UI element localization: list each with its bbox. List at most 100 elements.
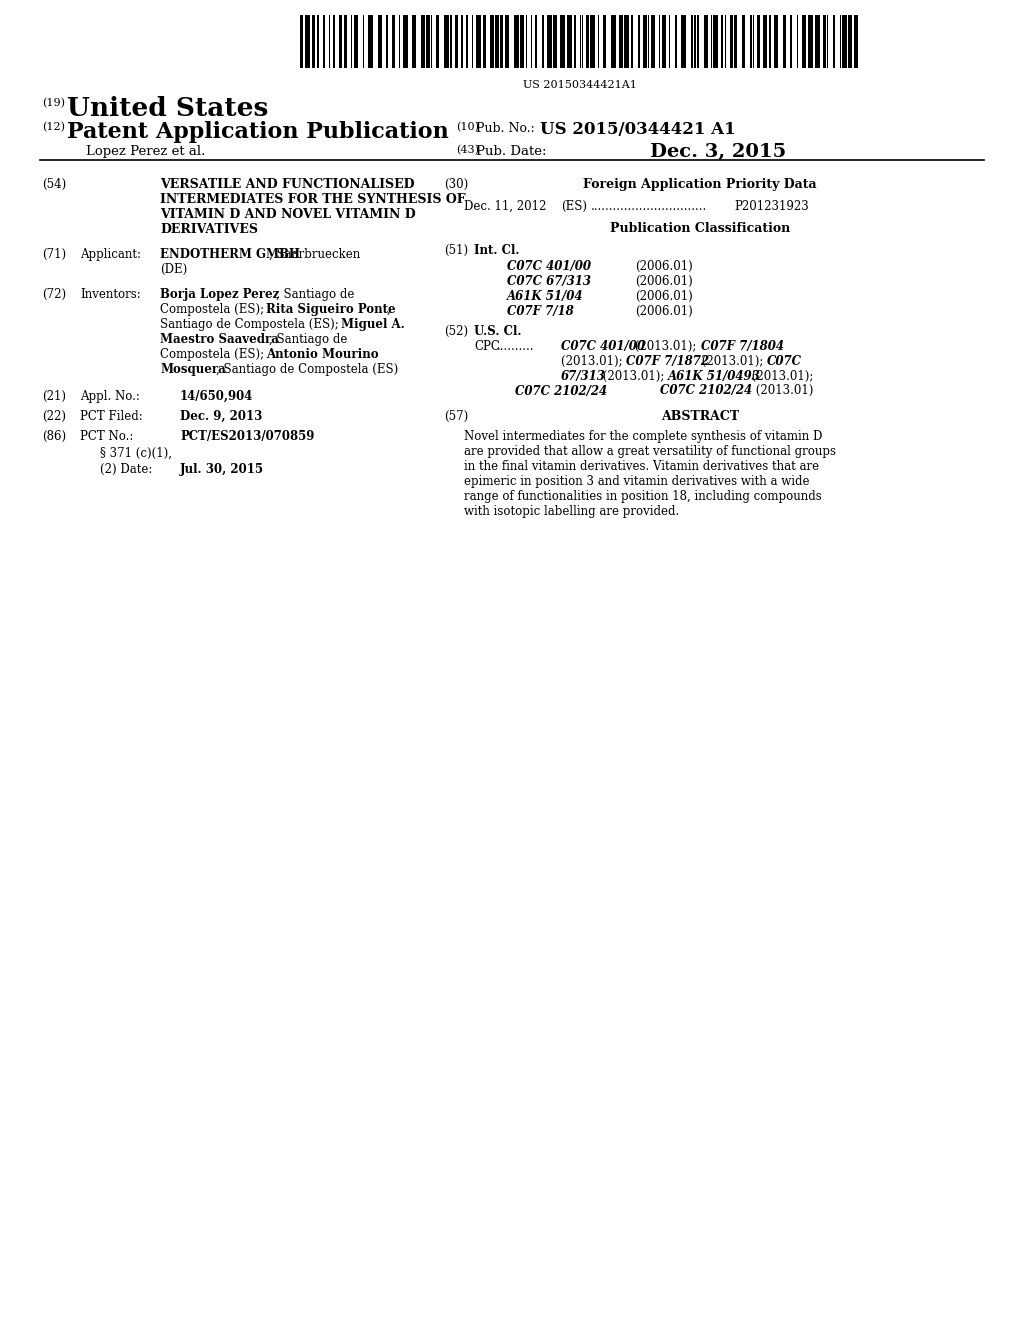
Bar xyxy=(842,15,847,69)
Bar xyxy=(500,15,503,69)
Bar xyxy=(681,15,686,69)
Bar xyxy=(662,15,666,69)
Text: Jul. 30, 2015: Jul. 30, 2015 xyxy=(180,463,264,477)
Text: , Saarbruecken: , Saarbruecken xyxy=(269,248,360,261)
Text: (22): (22) xyxy=(42,411,66,422)
Bar xyxy=(520,15,524,69)
Text: C07C 2102/24: C07C 2102/24 xyxy=(659,384,752,397)
Text: (2013.01);: (2013.01); xyxy=(748,370,813,383)
Bar xyxy=(774,15,778,69)
Bar xyxy=(790,15,792,69)
Bar xyxy=(333,15,335,69)
Bar xyxy=(368,15,373,69)
Bar xyxy=(436,15,439,69)
Bar xyxy=(624,15,629,69)
Text: C07C: C07C xyxy=(767,355,802,368)
Text: C07C 401/00: C07C 401/00 xyxy=(561,341,645,352)
Bar xyxy=(421,15,425,69)
Text: (2006.01): (2006.01) xyxy=(635,305,693,318)
Bar xyxy=(697,15,699,69)
Text: CPC: CPC xyxy=(474,341,500,352)
Bar xyxy=(450,15,452,69)
Bar xyxy=(603,15,606,69)
Text: PCT No.:: PCT No.: xyxy=(80,430,133,444)
Bar xyxy=(483,15,486,69)
Text: Antonio Mourino: Antonio Mourino xyxy=(266,348,379,360)
Text: Patent Application Publication: Patent Application Publication xyxy=(67,121,449,143)
Bar xyxy=(823,15,826,69)
Text: U.S. Cl.: U.S. Cl. xyxy=(474,325,521,338)
Text: Dec. 11, 2012: Dec. 11, 2012 xyxy=(464,201,547,213)
Bar xyxy=(553,15,557,69)
Bar xyxy=(590,15,595,69)
Text: (10): (10) xyxy=(456,121,479,132)
Bar xyxy=(750,15,752,69)
Text: US 2015/0344421 A1: US 2015/0344421 A1 xyxy=(540,121,735,139)
Text: Publication Classification: Publication Classification xyxy=(610,222,791,235)
Text: with isotopic labelling are provided.: with isotopic labelling are provided. xyxy=(464,506,679,517)
Bar xyxy=(535,15,537,69)
Bar xyxy=(323,15,325,69)
Text: C07F 7/1872: C07F 7/1872 xyxy=(626,355,709,368)
Bar xyxy=(574,15,575,69)
Text: , Santiago de: , Santiago de xyxy=(269,333,347,346)
Text: (86): (86) xyxy=(42,430,67,444)
Text: Inventors:: Inventors: xyxy=(80,288,140,301)
Bar xyxy=(490,15,494,69)
Bar xyxy=(638,15,640,69)
Bar xyxy=(567,15,572,69)
Text: (51): (51) xyxy=(444,244,468,257)
Text: C07F 7/1804: C07F 7/1804 xyxy=(701,341,784,352)
Text: (52): (52) xyxy=(444,325,468,338)
Text: (2006.01): (2006.01) xyxy=(635,260,693,273)
Bar xyxy=(734,15,737,69)
Text: C07C 67/313: C07C 67/313 xyxy=(507,275,591,288)
Text: Miguel A.: Miguel A. xyxy=(341,318,404,331)
Bar xyxy=(386,15,388,69)
Text: C07F 7/18: C07F 7/18 xyxy=(507,305,573,318)
Bar xyxy=(312,15,315,69)
Text: Mosquera: Mosquera xyxy=(160,363,225,376)
Text: C07C 2102/24: C07C 2102/24 xyxy=(515,385,607,399)
Bar xyxy=(560,15,565,69)
Bar xyxy=(742,15,745,69)
Bar xyxy=(412,15,416,69)
Text: Foreign Application Priority Data: Foreign Application Priority Data xyxy=(584,178,817,191)
Text: (57): (57) xyxy=(444,411,468,422)
Text: (71): (71) xyxy=(42,248,67,261)
Bar xyxy=(444,15,449,69)
Text: (21): (21) xyxy=(42,389,66,403)
Bar xyxy=(466,15,468,69)
Bar xyxy=(611,15,616,69)
Bar xyxy=(476,15,481,69)
Bar xyxy=(505,15,509,69)
Bar xyxy=(547,15,552,69)
Bar xyxy=(730,15,733,69)
Bar xyxy=(802,15,806,69)
Bar xyxy=(757,15,760,69)
Text: Dec. 3, 2015: Dec. 3, 2015 xyxy=(650,143,786,161)
Bar xyxy=(461,15,463,69)
Text: (2013.01);: (2013.01); xyxy=(561,355,627,368)
Bar xyxy=(618,15,623,69)
Text: (2) Date:: (2) Date: xyxy=(100,463,153,477)
Text: Pub. Date:: Pub. Date: xyxy=(476,145,547,158)
Text: Santiago de Compostela (ES);: Santiago de Compostela (ES); xyxy=(160,318,342,331)
Text: epimeric in position 3 and vitamin derivatives with a wide: epimeric in position 3 and vitamin deriv… xyxy=(464,475,810,488)
Text: United States: United States xyxy=(67,96,268,121)
Text: Dec. 9, 2013: Dec. 9, 2013 xyxy=(180,411,262,422)
Text: US 20150344421A1: US 20150344421A1 xyxy=(523,81,637,90)
Text: (2013.01);: (2013.01); xyxy=(599,370,668,383)
Bar xyxy=(300,15,303,69)
Text: PCT/ES2013/070859: PCT/ES2013/070859 xyxy=(180,430,314,444)
Text: (30): (30) xyxy=(444,178,468,191)
Bar xyxy=(586,15,589,69)
Text: (2006.01): (2006.01) xyxy=(635,290,693,304)
Text: Lopez Perez et al.: Lopez Perez et al. xyxy=(86,145,206,158)
Text: C07C 401/00: C07C 401/00 xyxy=(507,260,591,273)
Bar xyxy=(392,15,395,69)
Bar xyxy=(403,15,408,69)
Text: , Santiago de: , Santiago de xyxy=(276,288,354,301)
Bar xyxy=(691,15,693,69)
Bar xyxy=(705,15,708,69)
